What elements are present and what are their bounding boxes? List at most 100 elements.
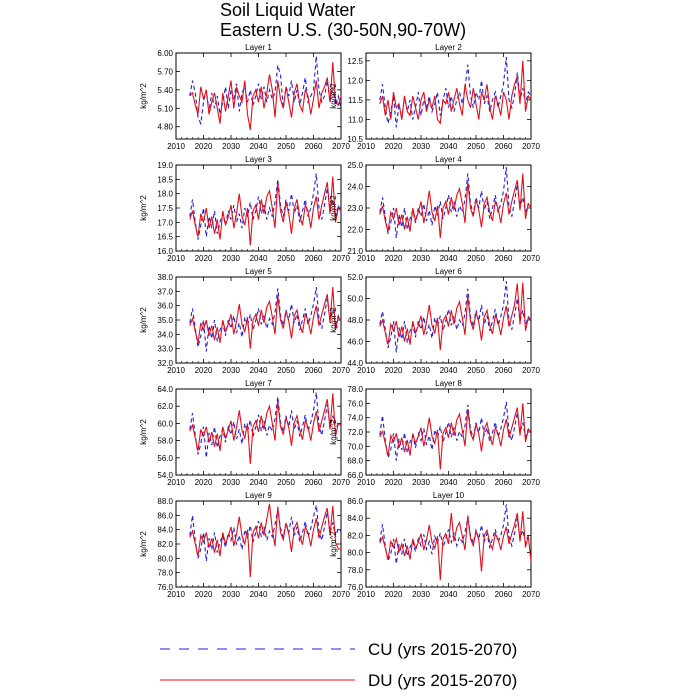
series-line-du	[189, 286, 342, 349]
panel-5: Layer 5 2010 2020 2030 2040 2050 2060 2070 32.0 3…	[139, 267, 350, 375]
x-tick-label: 2030	[222, 590, 240, 599]
x-tick-label: 2060	[495, 478, 513, 487]
y-axis-label: kg/m^2	[139, 419, 148, 445]
y-axis-label: kg/m^2	[329, 195, 338, 221]
y-tick-label: 34.0	[157, 330, 173, 339]
y-tick-label: 84.0	[347, 514, 363, 523]
series-line-du	[189, 503, 341, 578]
x-tick-label: 2040	[250, 142, 268, 151]
x-tick-label: 2010	[167, 590, 185, 599]
series-line-cu	[189, 56, 342, 126]
x-tick-label: 2050	[277, 366, 295, 375]
x-tick-label: 2070	[522, 142, 540, 151]
y-tick-label: 76.0	[347, 399, 363, 408]
x-tick-label: 2070	[522, 590, 540, 599]
x-tick-label: 2050	[277, 590, 295, 599]
series-line-du	[379, 282, 532, 351]
x-tick-label: 2020	[385, 254, 403, 263]
x-tick-label: 2050	[467, 478, 485, 487]
x-tick-label: 2040	[250, 478, 268, 487]
series-line-du	[379, 173, 532, 239]
x-tick-label: 2030	[412, 254, 430, 263]
x-tick-label: 2050	[467, 254, 485, 263]
y-axis-label: kg/m^2	[139, 531, 148, 557]
y-tick-label: 52.0	[347, 273, 363, 282]
y-tick-label: 60.0	[157, 419, 173, 428]
x-tick-label: 2070	[332, 366, 350, 375]
y-tick-label: 17.0	[157, 218, 173, 227]
x-tick-label: 2030	[412, 366, 430, 375]
chart-title-line2: Eastern U.S. (30-50N,90-70W)	[220, 20, 467, 40]
x-tick-label: 2010	[167, 254, 185, 263]
y-tick-label: 44.0	[347, 359, 363, 368]
x-tick-label: 2070	[522, 254, 540, 263]
y-tick-label: 32.0	[157, 359, 173, 368]
x-tick-label: 2010	[357, 254, 375, 263]
x-tick-label: 2050	[277, 478, 295, 487]
y-axis-label: kg/m^2	[139, 307, 148, 333]
y-tick-label: 78.0	[347, 385, 363, 394]
x-tick-label: 2060	[305, 254, 323, 263]
x-tick-label: 2050	[277, 142, 295, 151]
x-tick-label: 2010	[167, 478, 185, 487]
x-tick-label: 2050	[467, 590, 485, 599]
x-tick-label: 2030	[412, 142, 430, 151]
y-tick-label: 16.0	[157, 247, 173, 256]
y-tick-label: 12.5	[347, 57, 363, 66]
x-tick-label: 2040	[440, 142, 458, 151]
y-tick-label: 37.0	[157, 287, 173, 296]
plot-frame	[175, 500, 342, 588]
series-line-cu	[379, 401, 532, 461]
panel-title: Layer 10	[433, 491, 465, 500]
x-tick-label: 2060	[305, 142, 323, 151]
y-axis-label: kg/m^2	[329, 531, 338, 557]
x-tick-label: 2060	[305, 478, 323, 487]
x-tick-label: 2030	[412, 478, 430, 487]
y-tick-label: 50.0	[347, 295, 363, 304]
y-tick-label: 11.0	[348, 115, 364, 124]
x-tick-label: 2070	[332, 254, 350, 263]
y-tick-label: 82.0	[347, 531, 363, 540]
chart-title-line1: Soil Liquid Water	[220, 0, 356, 20]
y-tick-label: 70.0	[347, 442, 363, 451]
y-tick-label: 68.0	[347, 457, 363, 466]
y-tick-label: 11.5	[348, 96, 364, 105]
plot-frame	[365, 276, 532, 364]
y-tick-label: 86.0	[347, 497, 363, 506]
x-tick-label: 2060	[495, 366, 513, 375]
y-tick-label: 4.80	[157, 123, 173, 132]
y-tick-label: 66.0	[347, 471, 363, 480]
x-tick-label: 2040	[250, 366, 268, 375]
panel-title: Layer 9	[245, 491, 272, 500]
x-tick-label: 2070	[332, 478, 350, 487]
y-tick-label: 86.0	[157, 511, 173, 520]
series-line-du	[379, 511, 532, 581]
x-tick-label: 2010	[357, 478, 375, 487]
y-tick-label: 80.0	[347, 549, 363, 558]
y-axis-label: kg/m^2	[329, 83, 338, 109]
x-tick-label: 2010	[167, 366, 185, 375]
plot-frame	[175, 52, 342, 140]
panel-title: Layer 2	[435, 43, 462, 52]
series-line-cu	[189, 173, 342, 240]
y-tick-label: 84.0	[157, 526, 173, 535]
x-tick-label: 2010	[357, 366, 375, 375]
y-tick-label: 21.0	[347, 247, 363, 256]
x-tick-label: 2070	[522, 366, 540, 375]
y-tick-label: 62.0	[157, 402, 173, 411]
panel-title: Layer 7	[245, 379, 272, 388]
x-tick-label: 2020	[195, 478, 213, 487]
series-line-cu	[189, 505, 342, 562]
y-tick-label: 64.0	[157, 385, 173, 394]
y-axis-label: kg/m^2	[329, 307, 338, 333]
x-tick-label: 2040	[250, 590, 268, 599]
panel-9: Layer 9 2010 2020 2030 2040 2050 2060 2070 76.0 7…	[139, 491, 350, 599]
y-tick-label: 10.5	[347, 135, 363, 144]
series-line-du	[379, 60, 532, 125]
y-tick-label: 5.40	[157, 86, 173, 95]
x-tick-label: 2020	[195, 142, 213, 151]
x-tick-label: 2010	[167, 142, 185, 151]
